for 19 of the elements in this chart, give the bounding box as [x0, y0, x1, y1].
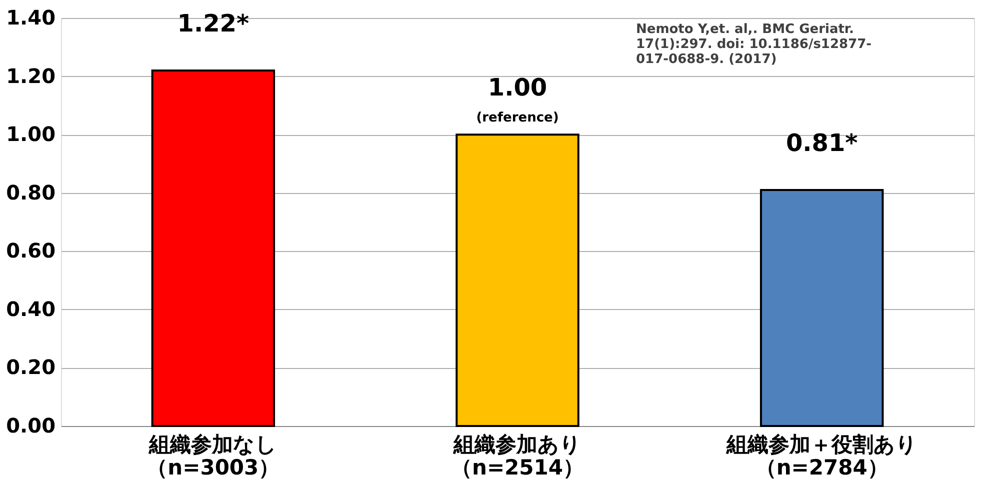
y-tick-label: 0.60 — [6, 238, 56, 263]
x-tick-label: 組織参加なし（n=3003） — [146, 432, 280, 480]
bar — [151, 69, 276, 427]
data-label: 1.22* — [177, 9, 250, 38]
y-tick-label: 1.20 — [6, 64, 56, 88]
y-tick-label: 1.40 — [6, 6, 56, 30]
y-tick-label: 0.20 — [6, 355, 56, 380]
y-tick-label: 0.40 — [6, 296, 56, 321]
y-tick-label: 0.00 — [6, 414, 56, 438]
bar — [760, 188, 884, 427]
y-tick-label: 1.00 — [6, 122, 56, 146]
y-tick-label: 0.80 — [6, 180, 56, 204]
x-tick-label: 組織参加＋役割あり（n=2784） — [725, 432, 918, 480]
annotation: Nemoto Y,et. al,. BMC Geriatr. 17(1):297. doi: 10.1186/s12877- 017-0688-9. (2017) — [636, 22, 872, 67]
data-label: 0.81* — [786, 128, 858, 157]
data-label: 1.00 — [488, 74, 548, 102]
bar — [456, 134, 580, 427]
annotation: (reference) — [476, 110, 559, 126]
x-tick-label: 組織参加あり（n=2514） — [451, 432, 584, 480]
